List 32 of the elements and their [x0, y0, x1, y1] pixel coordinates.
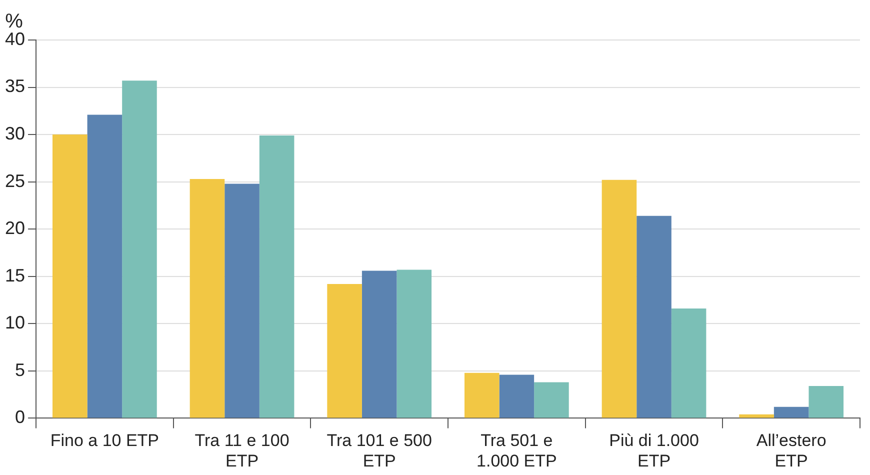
bar [396, 270, 432, 418]
bar [87, 114, 122, 418]
bar [534, 382, 569, 418]
y-tick-label: 35 [4, 76, 26, 96]
y-tick-label: 5 [15, 360, 26, 380]
bar [602, 180, 637, 418]
bar [671, 308, 706, 418]
bar [259, 135, 294, 418]
bar [499, 374, 534, 418]
x-tick-label: Tra 101 e 500 ETP [326, 431, 432, 470]
y-tick-label: 10 [4, 312, 26, 333]
y-tick-label: 25 [4, 170, 26, 191]
bar [464, 372, 500, 418]
x-tick-label: Tra 11 e 100 ETP [194, 431, 290, 470]
bar [808, 386, 844, 418]
bar [636, 216, 672, 418]
bar [224, 184, 260, 418]
bar [362, 270, 397, 418]
y-tick-label: 15 [4, 265, 26, 286]
bar [327, 284, 362, 418]
bar [122, 80, 157, 418]
x-tick-label: Fino a 10 ETP [50, 431, 160, 450]
bar [190, 178, 225, 418]
x-tick-label: Tra 501 e 1.000 ETP [476, 431, 557, 470]
bar [774, 406, 809, 418]
y-tick-label: 30 [4, 124, 26, 144]
bar [52, 134, 88, 418]
x-tick-label: Più di 1.000 ETP [609, 431, 699, 470]
y-tick-label: 20 [4, 218, 26, 238]
bar [739, 414, 774, 418]
x-tick-label: All’estero ETP [756, 431, 826, 470]
y-tick-label: 0 [15, 407, 26, 428]
